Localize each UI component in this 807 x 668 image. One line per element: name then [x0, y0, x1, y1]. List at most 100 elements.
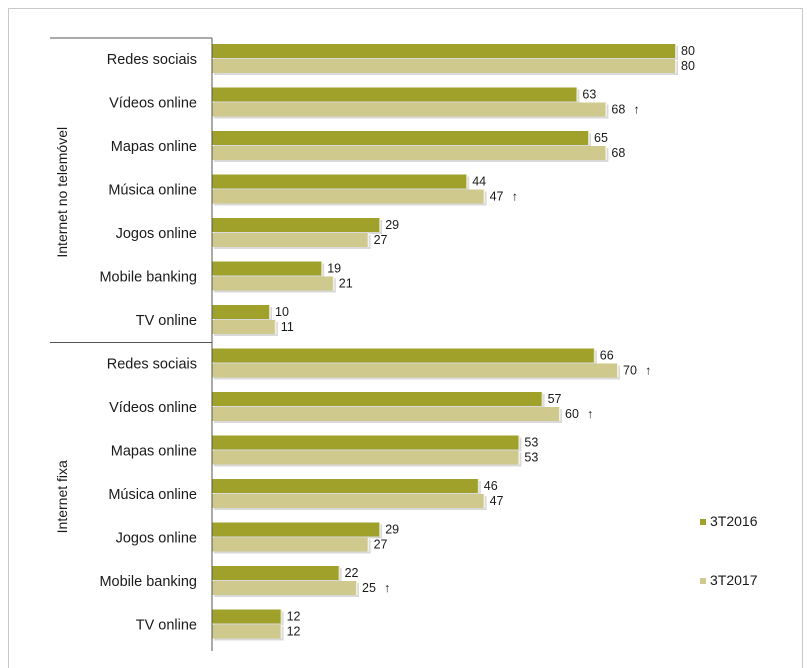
bar-3T2017	[212, 624, 282, 639]
bar-3T2017	[212, 102, 607, 117]
bar-3T2016	[212, 305, 270, 319]
bar-3T2016	[212, 522, 381, 537]
bar-end-highlight	[483, 494, 486, 508]
bar-end-highlight	[466, 174, 468, 189]
data-label: 80	[681, 44, 695, 58]
bar-end-highlight	[332, 276, 335, 291]
data-label: 10	[275, 305, 289, 319]
increase-arrow-icon: ↑	[645, 364, 651, 378]
bar-end-highlight	[274, 320, 277, 334]
bar-end-highlight	[483, 189, 486, 204]
data-label: 60	[565, 407, 579, 421]
bar-end-highlight	[559, 407, 561, 421]
data-label: 19	[327, 262, 341, 276]
data-label: 29	[385, 218, 399, 232]
category-label: Jogos online	[116, 226, 197, 242]
category-label: TV online	[136, 618, 197, 634]
bar-3T2016	[212, 609, 282, 624]
category-label: Vídeos online	[109, 96, 197, 112]
bar-end-highlight	[379, 218, 381, 232]
bar-3T2016	[212, 261, 323, 276]
bar-end-highlight	[675, 44, 677, 58]
data-label: 27	[374, 538, 388, 552]
bar-3T2016	[212, 218, 381, 232]
bar-3T2016	[212, 174, 468, 189]
bar-end-highlight	[541, 392, 544, 406]
bar-3T2017	[212, 146, 607, 160]
data-label: 11	[281, 320, 294, 334]
bar-3T2017	[212, 59, 676, 73]
bar-end-highlight	[321, 261, 323, 276]
data-label: 53	[524, 436, 538, 450]
bar-3T2016	[212, 131, 589, 145]
increase-arrow-icon: ↑	[587, 407, 593, 421]
legend-label: 3T2017	[710, 572, 758, 588]
group-label: Internet no telemóvel	[54, 127, 70, 258]
bar-end-highlight	[367, 537, 370, 552]
bar-3T2017	[212, 320, 276, 334]
chart-frame	[8, 8, 803, 668]
data-label: 27	[374, 233, 388, 247]
category-label: Jogos online	[116, 531, 197, 547]
bar-3T2016	[212, 348, 595, 363]
data-label: 22	[345, 566, 359, 580]
bar-3T2016	[212, 392, 543, 406]
bar-3T2016	[212, 566, 340, 580]
bar-end-highlight	[588, 131, 590, 145]
data-label: 68	[611, 146, 625, 160]
data-label: 47	[490, 190, 504, 204]
bar-end-highlight	[338, 566, 341, 580]
data-label: 63	[582, 88, 596, 102]
data-label: 12	[287, 610, 301, 624]
data-label: 80	[681, 59, 695, 73]
data-label: 47	[490, 494, 504, 508]
bar-3T2017	[212, 537, 369, 552]
bar-end-highlight	[593, 348, 596, 363]
bar-end-highlight	[367, 233, 370, 247]
bar-end-highlight	[617, 363, 619, 378]
increase-arrow-icon: ↑	[633, 103, 639, 117]
bar-3T2017	[212, 581, 357, 595]
bar-3T2016	[212, 435, 520, 450]
bar-3T2017	[212, 276, 334, 291]
category-label: Música online	[108, 183, 197, 199]
legend-swatch	[700, 578, 706, 584]
category-label: Mapas online	[111, 139, 197, 155]
bar-end-highlight	[379, 522, 381, 537]
group-label: Internet fixa	[54, 460, 70, 533]
bar-3T2016	[212, 44, 676, 58]
data-label: 70	[623, 364, 637, 378]
bar-3T2016	[212, 87, 578, 102]
bar-end-highlight	[477, 479, 480, 493]
bar-end-highlight	[518, 450, 520, 465]
bar-end-highlight	[356, 581, 358, 595]
data-label: 53	[524, 451, 538, 465]
legend-label: 3T2016	[710, 513, 758, 529]
data-label: 65	[594, 131, 608, 145]
data-label: 44	[472, 175, 486, 189]
data-label: 29	[385, 523, 399, 537]
category-label: Vídeos online	[109, 400, 197, 416]
bar-end-highlight	[675, 59, 677, 73]
data-label: 68	[611, 103, 625, 117]
bar-3T2017	[212, 407, 560, 421]
data-label: 46	[484, 479, 498, 493]
bar-end-highlight	[280, 609, 283, 624]
data-label: 66	[600, 349, 614, 363]
bar-end-highlight	[605, 102, 607, 117]
bar-end-highlight	[518, 435, 520, 450]
bar-end-highlight	[280, 624, 283, 639]
bar-3T2017	[212, 450, 520, 465]
increase-arrow-icon: ↑	[384, 581, 390, 595]
data-label: 57	[548, 392, 562, 406]
category-label: Redes sociais	[107, 357, 197, 373]
bar-3T2016	[212, 479, 479, 493]
category-label: TV online	[136, 313, 197, 329]
category-label: Mobile banking	[99, 270, 197, 286]
legend-swatch	[700, 519, 706, 525]
bar-end-highlight	[605, 146, 607, 160]
category-label: Mobile banking	[99, 574, 197, 590]
data-label: 25	[362, 581, 376, 595]
bar-3T2017	[212, 233, 369, 247]
